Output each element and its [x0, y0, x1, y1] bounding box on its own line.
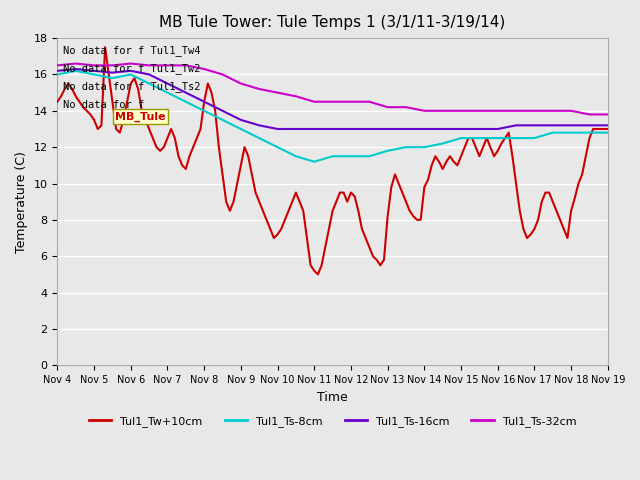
Text: No data for f Tul1_Ts2: No data for f Tul1_Ts2 — [63, 81, 200, 92]
Y-axis label: Temperature (C): Temperature (C) — [15, 151, 28, 252]
Text: No data for f Tul1_Tw2: No data for f Tul1_Tw2 — [63, 63, 200, 73]
Text: No data for f Tul1_Tw4: No data for f Tul1_Tw4 — [63, 45, 200, 56]
Text: MB_Tule: MB_Tule — [115, 112, 166, 122]
Text: No data for f_: No data for f_ — [63, 98, 150, 109]
X-axis label: Time: Time — [317, 391, 348, 404]
Title: MB Tule Tower: Tule Temps 1 (3/1/11-3/19/14): MB Tule Tower: Tule Temps 1 (3/1/11-3/19… — [159, 15, 506, 30]
Legend: Tul1_Tw+10cm, Tul1_Ts-8cm, Tul1_Ts-16cm, Tul1_Ts-32cm: Tul1_Tw+10cm, Tul1_Ts-8cm, Tul1_Ts-16cm,… — [84, 412, 580, 432]
